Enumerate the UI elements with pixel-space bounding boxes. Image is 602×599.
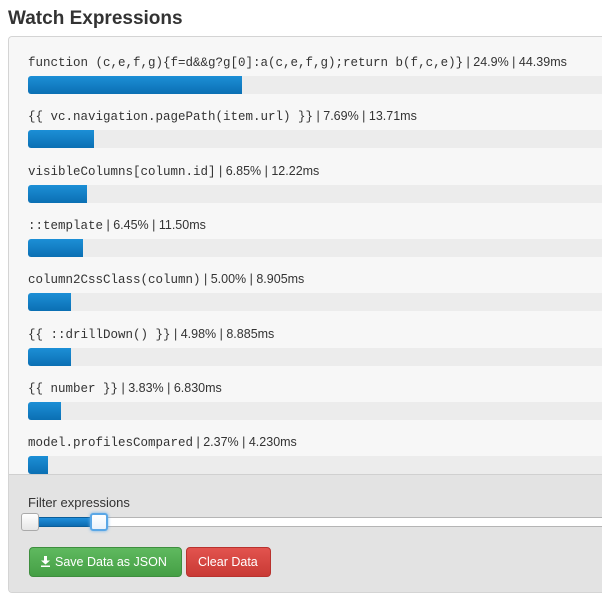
expression-item: {{ number }} | 3.83% | 6.830ms (28, 380, 602, 422)
expression-bar-track (28, 348, 602, 366)
filter-slider[interactable] (21, 513, 602, 531)
expression-bar-track (28, 293, 602, 311)
filter-label: Filter expressions (28, 495, 130, 510)
filter-slider-range (30, 517, 100, 527)
expression-item: visibleColumns[column.id] | 6.85% | 12.2… (28, 163, 602, 205)
expression-stats: | 2.37% | 4.230ms (193, 435, 297, 449)
expression-text: {{ vc.navigation.pagePath(item.url) }} (28, 110, 314, 124)
expression-stats: | 3.83% | 6.830ms (118, 381, 222, 395)
expression-label: {{ vc.navigation.pagePath(item.url) }} |… (28, 108, 602, 125)
expression-label: function (c,e,f,g){f=d&&g?g[0]:a(c,e,f,g… (28, 54, 602, 71)
download-icon (41, 556, 50, 567)
expression-text: ::template (28, 219, 104, 233)
expression-stats: | 5.00% | 8.905ms (200, 272, 305, 286)
save-json-label: Save Data as JSON (55, 555, 167, 569)
expression-stats: | 6.45% | 11.50ms (103, 218, 206, 232)
expression-item: ::template | 6.45% | 11.50ms (28, 217, 602, 259)
expression-label: {{ number }} | 3.83% | 6.830ms (28, 380, 602, 397)
expression-bar-fill (28, 76, 242, 94)
expression-label: visibleColumns[column.id] | 6.85% | 12.2… (28, 163, 602, 180)
expression-list: function (c,e,f,g){f=d&&g?g[0]:a(c,e,f,g… (9, 37, 602, 474)
expression-stats: | 6.85% | 12.22ms (215, 164, 320, 178)
expression-text: {{ ::drillDown() }} (28, 328, 171, 342)
expression-text: model.profilesCompared (28, 436, 194, 450)
filter-slider-end-handle[interactable] (90, 513, 109, 531)
expression-bar-fill (28, 293, 71, 311)
expression-bar-track (28, 130, 602, 148)
expression-bar-fill (28, 348, 71, 366)
expression-bar-fill (28, 130, 94, 148)
expression-bar-track (28, 185, 602, 203)
expression-bar-track (28, 402, 602, 420)
expression-item: {{ vc.navigation.pagePath(item.url) }} |… (28, 108, 602, 150)
expression-label: ::template | 6.45% | 11.50ms (28, 217, 602, 234)
filter-slider-start-handle[interactable] (21, 513, 39, 531)
expression-bar-track (28, 456, 602, 474)
page-title: Watch Expressions (8, 8, 183, 29)
expression-bar-fill (28, 185, 87, 203)
expression-bar-fill (28, 456, 48, 474)
expression-item: column2CssClass(column) | 5.00% | 8.905m… (28, 271, 602, 313)
expression-item: function (c,e,f,g){f=d&&g?g[0]:a(c,e,f,g… (28, 54, 602, 96)
expression-bar-fill (28, 402, 61, 420)
clear-data-button[interactable]: Clear Data (186, 547, 271, 577)
expression-stats: | 4.98% | 8.885ms (170, 327, 275, 341)
save-json-button[interactable]: Save Data as JSON (29, 547, 182, 577)
expression-bar-track (28, 239, 602, 257)
expression-item: model.profilesCompared | 2.37% | 4.230ms (28, 434, 602, 476)
filter-area: Filter expressions Save Data as JSON Cle… (9, 474, 602, 592)
expression-stats: | 7.69% | 13.71ms (313, 109, 417, 123)
expression-text: visibleColumns[column.id] (28, 165, 216, 179)
expression-item: {{ ::drillDown() }} | 4.98% | 8.885ms (28, 326, 602, 368)
expression-label: model.profilesCompared | 2.37% | 4.230ms (28, 434, 602, 451)
expression-text: {{ number }} (28, 382, 119, 396)
expression-label: column2CssClass(column) | 5.00% | 8.905m… (28, 271, 602, 288)
clear-data-label: Clear Data (198, 555, 258, 569)
expression-text: column2CssClass(column) (28, 273, 201, 287)
expression-bar-track (28, 76, 602, 94)
expression-bar-fill (28, 239, 83, 257)
expression-stats: | 24.9% | 44.39ms (463, 55, 567, 69)
expression-text: function (c,e,f,g){f=d&&g?g[0]:a(c,e,f,g… (28, 56, 464, 70)
watch-expressions-panel: function (c,e,f,g){f=d&&g?g[0]:a(c,e,f,g… (8, 36, 602, 593)
expression-label: {{ ::drillDown() }} | 4.98% | 8.885ms (28, 326, 602, 343)
